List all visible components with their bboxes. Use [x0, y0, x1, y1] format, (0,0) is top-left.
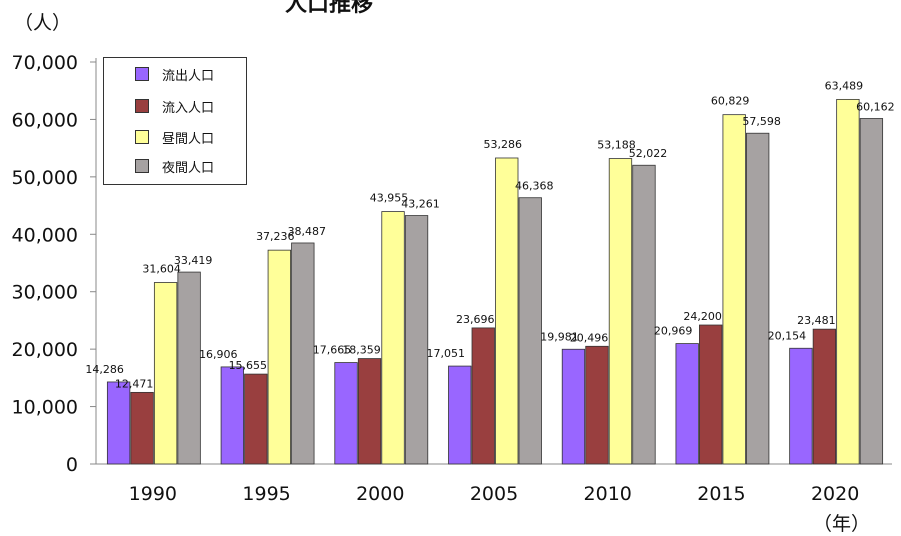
legend-swatch-inflow — [135, 99, 149, 113]
data-label: 19,981 — [540, 330, 579, 343]
x-tick-label: 2015 — [697, 483, 745, 505]
data-label: 46,368 — [515, 180, 554, 193]
bar-inflow-1990 — [130, 391, 154, 465]
data-label: 57,598 — [742, 115, 781, 128]
bar-outflow-1995 — [220, 366, 244, 465]
bar-outflow-2010 — [561, 348, 586, 465]
data-label: 63,489 — [825, 79, 864, 92]
x-tick-label: 2005 — [470, 483, 518, 505]
data-label: 16,906 — [199, 348, 238, 361]
legend-swatch-nighttime — [135, 159, 149, 173]
data-label: 23,481 — [797, 314, 836, 327]
legend-swatch-daytime — [135, 130, 149, 144]
bar-daytime-1995 — [267, 249, 291, 465]
x-tick-label: 1995 — [242, 483, 290, 505]
data-label: 37,236 — [256, 230, 295, 243]
data-label: 33,419 — [174, 254, 213, 267]
legend-label-daytime: 昼間人口 — [162, 131, 215, 147]
bar-nighttime-2010 — [632, 164, 656, 465]
y-tick-label: 0 — [66, 454, 78, 476]
bar-outflow-2020 — [789, 347, 813, 465]
bar-daytime-1990 — [153, 282, 178, 465]
data-label: 23,696 — [456, 313, 495, 326]
x-tick-label: 2020 — [811, 483, 859, 505]
data-label: 14,286 — [85, 363, 124, 376]
x-tick-label: 2000 — [356, 483, 404, 505]
data-label: 31,604 — [142, 263, 181, 276]
data-label: 18,359 — [342, 344, 381, 357]
legend-item-outflow: 流出人口 — [135, 64, 214, 84]
bar-outflow-2015 — [675, 343, 699, 465]
data-label: 17,665 — [313, 344, 352, 357]
legend-item-inflow: 流入人口 — [135, 96, 214, 116]
bar-nighttime-1995 — [291, 242, 315, 465]
data-label: 43,955 — [370, 192, 409, 205]
y-tick-label: 10,000 — [12, 397, 78, 419]
bar-daytime-2020 — [836, 98, 860, 465]
data-label: 38,487 — [288, 225, 327, 238]
legend-label-nighttime: 夜間人口 — [162, 160, 215, 176]
bar-daytime-2005 — [495, 157, 519, 465]
bar-inflow-2000 — [357, 358, 382, 465]
bar-inflow-2010 — [585, 345, 609, 465]
data-label: 24,200 — [683, 310, 722, 323]
legend-label-outflow: 流出人口 — [162, 68, 215, 84]
y-tick-label: 20,000 — [12, 339, 78, 361]
bar-inflow-2005 — [471, 327, 495, 465]
bar-daytime-2000 — [381, 211, 405, 465]
data-label: 15,655 — [229, 359, 268, 372]
data-label: 43,261 — [401, 198, 440, 211]
y-tick-label: 50,000 — [12, 167, 78, 189]
data-label: 12,471 — [115, 377, 154, 390]
x-axis-unit: （年） — [813, 513, 871, 535]
legend: 流出人口 流入人口 昼間人口 夜間人口 — [103, 57, 247, 185]
legend-label-inflow: 流入人口 — [162, 100, 215, 116]
bar-daytime-2010 — [608, 158, 633, 465]
chart-title: 人口推移 — [285, 0, 374, 17]
bar-inflow-2015 — [699, 324, 723, 465]
y-tick-label: 30,000 — [12, 282, 78, 304]
y-tick-label: 40,000 — [12, 224, 78, 246]
bar-nighttime-2015 — [746, 132, 770, 465]
bar-nighttime-1990 — [177, 271, 201, 465]
bar-outflow-1990 — [106, 381, 131, 465]
bar-nighttime-2020 — [859, 118, 884, 465]
data-label: 17,051 — [427, 347, 466, 360]
data-label: 60,162 — [856, 100, 895, 113]
data-label: 53,286 — [484, 138, 523, 151]
bar-inflow-2020 — [812, 328, 837, 465]
y-tick-label: 60,000 — [12, 109, 78, 131]
y-axis-unit: （人） — [14, 12, 72, 34]
bar-outflow-2005 — [448, 365, 472, 465]
x-tick-label: 2010 — [584, 483, 632, 505]
legend-swatch-outflow — [135, 67, 149, 81]
legend-item-daytime: 昼間人口 — [135, 127, 214, 147]
bar-daytime-2015 — [722, 114, 746, 465]
legend-item-nighttime: 夜間人口 — [135, 156, 214, 176]
data-label: 52,022 — [629, 147, 668, 160]
bar-inflow-1995 — [244, 373, 268, 465]
data-label: 53,188 — [597, 139, 636, 152]
data-label: 20,496 — [570, 331, 609, 344]
bar-outflow-2000 — [334, 362, 358, 465]
data-label: 60,829 — [711, 95, 750, 108]
bar-nighttime-2000 — [404, 215, 429, 465]
bar-nighttime-2005 — [518, 197, 542, 465]
y-tick-label: 70,000 — [12, 52, 78, 74]
data-label: 20,154 — [768, 329, 807, 342]
data-label: 20,969 — [654, 325, 693, 338]
x-tick-label: 1990 — [129, 483, 177, 505]
